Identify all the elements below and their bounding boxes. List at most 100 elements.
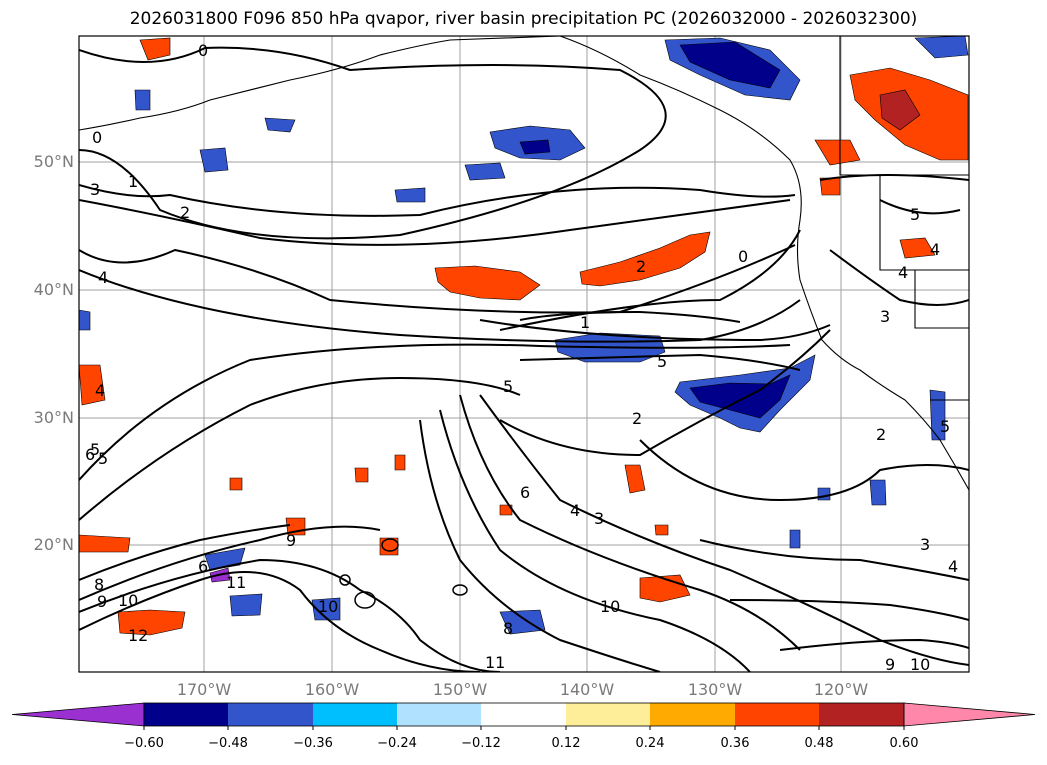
contour-label: 3 [594,509,604,528]
lat-label-40n: 40°N [33,280,74,299]
colorbar-segment [397,703,481,726]
contour-label: 8 [94,575,104,594]
colorbar-tick-label: −0.48 [208,736,248,751]
colorbar-tick-label: 0.36 [720,736,750,751]
contour-label: 2 [876,425,886,444]
contour-label: 9 [885,655,895,674]
contour-label: 4 [570,501,580,520]
contour-label: 9 [97,592,107,611]
contour-label: 12 [128,626,148,645]
lon-label-160w: 160°W [304,680,360,699]
shade-negative [79,309,91,331]
shade-negative [199,147,229,173]
shade-negative [789,529,801,549]
qvapor-contours [79,46,969,672]
contour-label: 0 [198,41,208,60]
colorbar-segment [228,703,313,726]
map-panel: 0 0 1 2 3 4 5 1 2 0 5 5 2 6 4 3 6 5 4 9 … [78,35,970,674]
lon-label-150w: 150°W [432,680,488,699]
colorbar-frame [143,702,905,727]
contour-label: 1 [580,313,590,332]
contour-label: 4 [95,381,105,400]
colorbar-segment [566,703,650,726]
shade-negative-core [679,41,781,89]
shade-negative [311,597,341,621]
shade-negative [464,162,506,181]
colorbar-tick-label: −0.36 [293,736,333,751]
shade-positive [434,265,541,301]
shade-negative [817,487,831,501]
shade-negative [499,609,546,635]
contour-label: 6 [520,483,530,502]
colorbar-tickmarks [143,726,905,730]
islands [339,538,468,609]
lon-label-130w: 130°W [687,680,743,699]
contour-label: 5 [98,449,108,468]
shade-positive [899,237,936,259]
colorbar-segment [313,703,397,726]
contour-label: 2 [180,203,190,222]
contour-label: 0 [92,128,102,147]
colorbar-tick-label: 0.60 [889,736,919,751]
contour-label: 4 [898,263,908,282]
contour-label: 5 [90,440,100,459]
colorbar-tick-label: 0.24 [635,736,665,751]
colorbar-tick-label: −0.12 [461,736,501,751]
contour-label: 9 [286,531,296,550]
shade-negative-core [519,139,551,155]
shade-negative [134,89,151,111]
contour-label: 0 [738,247,748,266]
map-title: 2026031800 F096 850 hPa qvapor, river ba… [129,9,918,29]
contour-label: 3 [880,307,890,326]
shade-negative [229,593,263,617]
contour-label: 10 [600,597,620,616]
colorbar-tick-label: 0.48 [804,736,834,751]
contour-labels: 0 0 1 2 3 4 5 1 2 0 5 5 2 6 4 3 6 5 4 9 … [85,41,958,674]
shade-negative [929,389,946,441]
contour-label: 5 [503,377,513,396]
shade-negative [394,187,426,203]
map-frame [78,35,970,673]
colorbar-extend-max [903,702,1036,727]
contour-label: 1 [128,172,138,191]
contour-label: 11 [485,653,505,672]
contour-label: 4 [948,557,958,576]
shaded-regions [79,36,969,636]
shade-positive [229,477,243,491]
colorbar-segment [735,703,819,726]
contour-label: 8 [503,619,513,638]
colorbar-segment [650,703,735,726]
contour-label: 10 [318,597,338,616]
shade-positive [354,467,369,483]
shade-positive [814,139,861,166]
colorbar-extend-min [11,702,145,727]
contour-label: 10 [118,591,138,610]
contour-label: 5 [910,205,920,224]
lon-label-140w: 140°W [559,680,615,699]
shade-positive [624,464,646,494]
lon-label-170w: 170°W [176,680,232,699]
shade-positive [79,534,131,553]
shade-negative [914,36,969,59]
contour-label: 2 [636,257,646,276]
colorbar-tick-label: 0.12 [551,736,581,751]
shade-positive-core [879,89,921,131]
contour-label: 4 [930,240,940,259]
lat-label-30n: 30°N [33,408,74,427]
colorbar-segments [11,702,1036,727]
colorbar-segment [481,703,566,726]
contour-label: 6 [85,445,95,464]
contour-label: 3 [90,180,100,199]
shade-positive [819,177,841,196]
contour-label: 3 [920,535,930,554]
coastlines [79,36,969,491]
shade-negative [264,117,296,133]
contour-label: 5 [940,417,950,436]
contour-label: 4 [98,268,108,287]
shade-negative [869,479,887,506]
shade-positive [394,454,406,471]
colorbar-segment [144,703,228,726]
shade-positive [654,524,669,536]
shade-positive [139,37,171,61]
colorbar-tick-label: −0.24 [377,736,417,751]
